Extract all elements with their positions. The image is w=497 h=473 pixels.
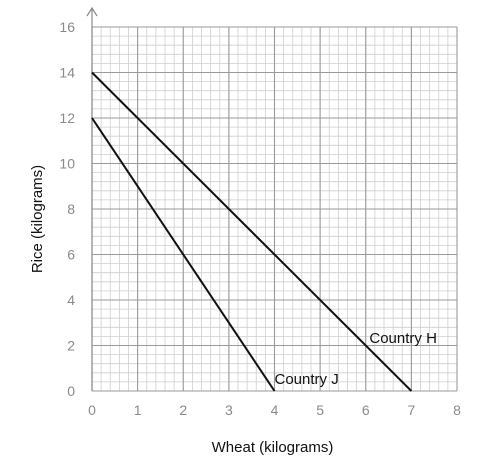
x-tick-label: 4 xyxy=(271,402,279,418)
y-axis-arrow xyxy=(86,6,98,17)
y-tick-label: 14 xyxy=(59,65,75,81)
y-tick-label: 8 xyxy=(67,201,75,217)
y-tick-label: 12 xyxy=(59,110,75,126)
y-tick-label: 4 xyxy=(67,292,75,308)
x-tick-labels: 0 1 2 3 4 5 6 7 8 xyxy=(88,402,461,418)
x-tick-label: 5 xyxy=(316,402,324,418)
series-lines xyxy=(91,71,413,392)
series-labels: Country H Country J xyxy=(275,330,437,388)
x-tick-label: 3 xyxy=(225,402,233,418)
x-tick-label: 8 xyxy=(453,402,461,418)
series-line-country-h xyxy=(91,71,413,392)
major-grid xyxy=(91,26,458,392)
x-tick-label: 7 xyxy=(407,402,415,418)
y-tick-label: 0 xyxy=(67,383,75,399)
series-label-country-j: Country J xyxy=(275,371,339,388)
y-tick-label: 10 xyxy=(59,156,75,172)
y-tick-label: 6 xyxy=(67,247,75,263)
x-tick-label: 2 xyxy=(179,402,187,418)
y-tick-labels: 0 2 4 6 8 10 12 14 16 xyxy=(59,19,75,399)
y-tick-label: 16 xyxy=(59,19,75,35)
x-tick-label: 1 xyxy=(134,402,142,418)
series-label-country-h: Country H xyxy=(369,330,437,347)
x-tick-label: 6 xyxy=(362,402,370,418)
y-tick-label: 2 xyxy=(67,338,75,354)
x-tick-label: 0 xyxy=(88,402,96,418)
x-axis-title: Wheat (kilograms) xyxy=(212,439,334,456)
y-axis-title: Rice (kilograms) xyxy=(29,165,46,273)
series-line-country-j xyxy=(91,117,276,392)
